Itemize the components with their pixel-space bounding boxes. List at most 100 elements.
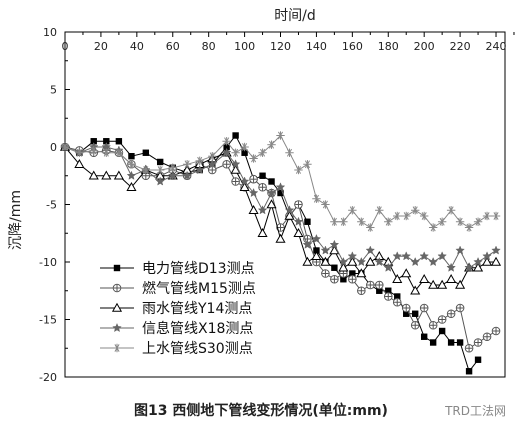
watermark: TRD工法网: [445, 404, 506, 418]
data-point: [383, 262, 394, 272]
data-point: [374, 280, 384, 290]
data-point: [366, 280, 375, 290]
x-tick-label: 120: [270, 40, 291, 53]
data-point: [340, 276, 347, 283]
data-point: [75, 148, 84, 157]
data-point: [419, 211, 429, 221]
data-point: [437, 315, 447, 324]
data-point: [268, 178, 275, 185]
data-point: [321, 269, 330, 278]
data-point: [239, 176, 250, 186]
data-point: [385, 287, 392, 294]
data-point: [112, 343, 122, 353]
data-point: [293, 228, 304, 237]
data-point: [112, 283, 122, 293]
data-point: [401, 303, 411, 313]
data-point: [365, 245, 376, 255]
data-point: [348, 274, 357, 284]
data-point: [428, 223, 438, 232]
series-1: [61, 132, 482, 375]
y-tick-label: 0: [50, 141, 57, 154]
data-point: [419, 274, 430, 283]
data-point: [446, 262, 456, 272]
data-point: [329, 245, 340, 255]
data-point: [277, 189, 284, 197]
data-point: [464, 223, 474, 232]
data-point: [420, 333, 428, 340]
data-point: [303, 160, 312, 169]
x-axis-label: 时间/d: [274, 8, 316, 24]
data-point: [128, 153, 135, 160]
data-point: [155, 165, 165, 175]
x-tick-label: 200: [414, 40, 435, 53]
data-point: [402, 211, 411, 221]
data-point: [338, 256, 349, 267]
data-point: [338, 262, 349, 272]
data-point: [392, 274, 403, 283]
series-line: [64, 134, 479, 373]
y-tick-label: 5: [50, 84, 57, 97]
series-layer: [59, 131, 502, 375]
data-point: [491, 245, 501, 255]
data-point: [464, 262, 474, 272]
data-point: [401, 251, 412, 261]
data-point: [412, 310, 419, 317]
data-point: [456, 339, 464, 346]
data-point: [156, 158, 164, 166]
data-point: [257, 205, 268, 215]
legend-item: 电力管线D13测点: [100, 261, 255, 277]
data-point: [419, 251, 429, 261]
data-point: [482, 251, 492, 261]
data-point: [103, 138, 110, 145]
data-point: [182, 160, 192, 169]
data-point: [90, 138, 97, 145]
data-point: [182, 170, 192, 180]
data-point: [410, 320, 420, 330]
series-5: [60, 131, 501, 232]
data-point: [294, 200, 303, 209]
settlement-chart: 0 20 40 60 80 100 120 140 160 180 200 220 240 10 5 0 -5…: [8, 8, 515, 384]
legend-item: 雨水管线Y14测点: [100, 301, 252, 317]
series-3: [59, 141, 502, 295]
data-point: [392, 251, 403, 261]
data-point: [393, 211, 402, 221]
data-point: [410, 285, 421, 295]
data-point: [482, 211, 492, 221]
data-point: [88, 170, 99, 180]
data-point: [223, 143, 230, 151]
data-point: [241, 149, 248, 156]
x-tick-label: 80: [202, 40, 216, 53]
y-axis: 10 5 0 -5 -10 -15 -20: [39, 26, 70, 384]
data-point: [481, 256, 493, 266]
data-point: [155, 176, 165, 186]
data-point: [111, 302, 123, 312]
data-point: [258, 148, 267, 157]
data-point: [357, 286, 366, 296]
x-tick-label: 60: [166, 40, 180, 53]
data-point: [320, 245, 331, 255]
data-point: [383, 292, 393, 301]
y-tick-label: -20: [39, 371, 57, 384]
data-point: [231, 148, 240, 157]
data-point: [329, 239, 340, 249]
legend-label: 电力管线D13测点: [142, 261, 255, 277]
data-point: [490, 256, 502, 266]
data-point: [302, 256, 313, 266]
data-point: [446, 274, 457, 283]
data-point: [113, 170, 124, 180]
data-point: [349, 270, 356, 277]
x-tick-label: 20: [94, 40, 108, 53]
data-point: [167, 170, 178, 180]
data-point: [356, 256, 367, 267]
x-tick-label: 240: [486, 40, 507, 53]
legend-label: 信息管线X18测点: [142, 320, 253, 337]
data-point: [142, 149, 150, 156]
data-point: [285, 148, 294, 157]
data-point: [221, 147, 232, 157]
data-point: [376, 287, 383, 294]
data-point: [347, 256, 358, 266]
y-axis-label: 沉降/mm: [8, 190, 24, 250]
data-point: [428, 256, 438, 267]
x-tick-label: 220: [450, 40, 471, 53]
data-point: [276, 131, 285, 140]
